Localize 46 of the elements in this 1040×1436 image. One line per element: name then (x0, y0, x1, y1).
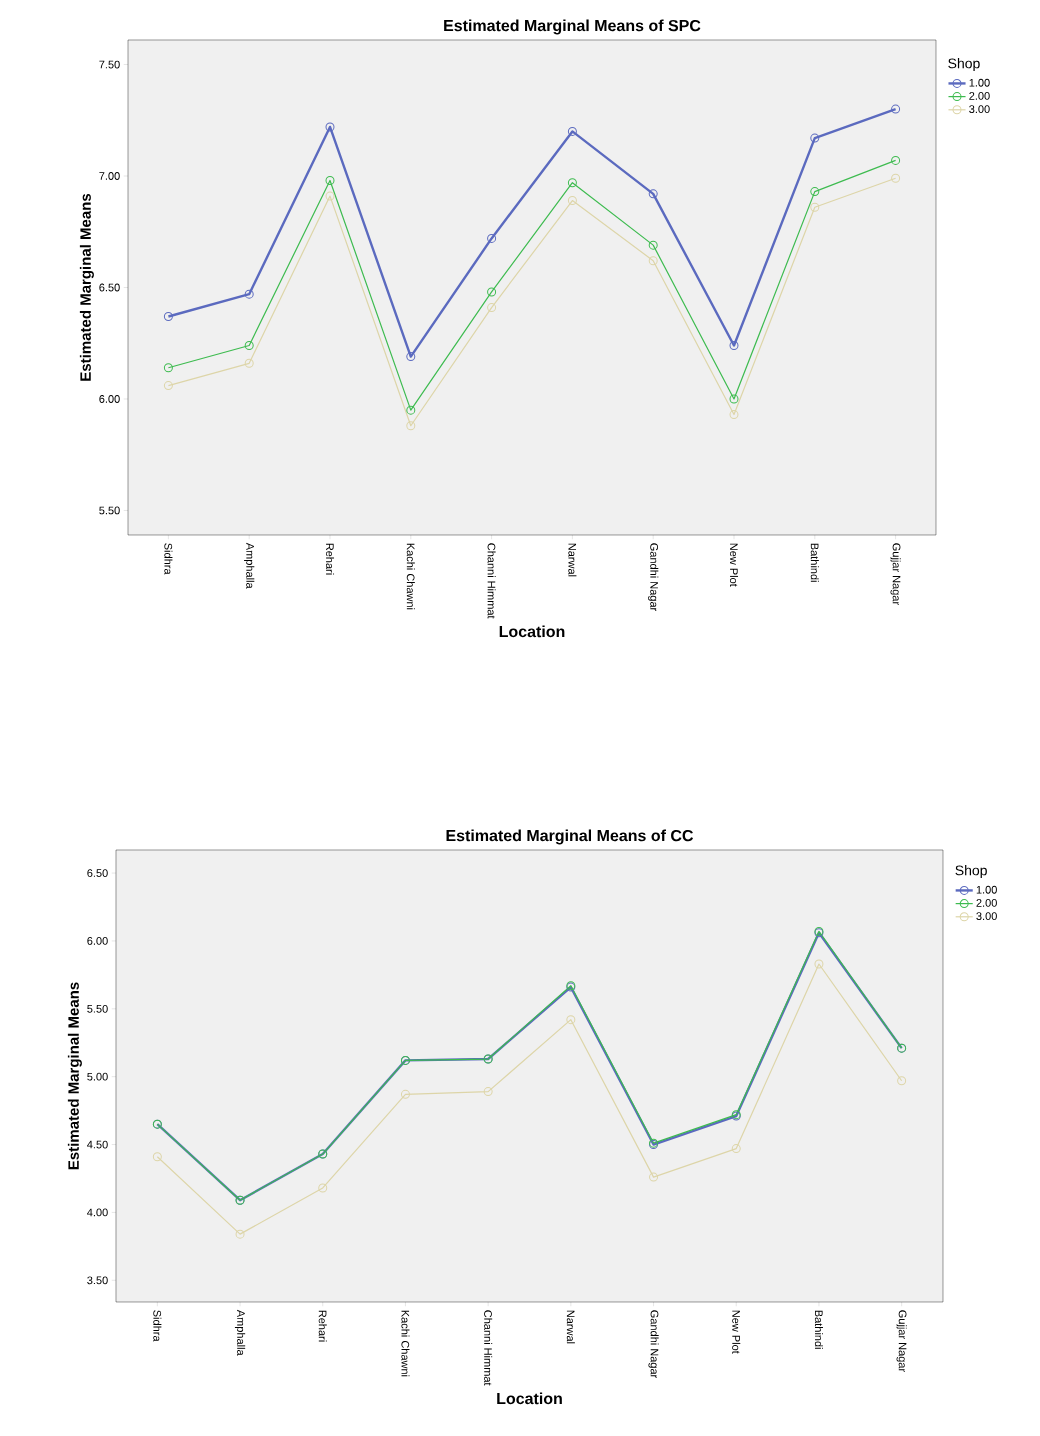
legend-label: 1.00 (976, 885, 997, 894)
y-tick-label: 6.00 (87, 937, 108, 945)
x-tick-label: New Plot (732, 1310, 741, 1354)
legend-label: 2.00 (969, 92, 990, 100)
x-tick-label: Rehari (325, 543, 335, 575)
x-tick-label: Gujjar Nagar (890, 543, 901, 605)
y-tick-label: 5.00 (87, 1072, 108, 1081)
x-tick-label: Rehari (318, 1310, 327, 1342)
x-tick-label: Kachi Chawni (401, 1310, 410, 1377)
x-tick-label: Gujjar Nagar (896, 1310, 907, 1372)
x-tick-label: Sidhra (164, 543, 173, 575)
x-tick-label: Gandhi Nagar (648, 1310, 659, 1379)
x-tick-label: Channi Himmat (484, 1310, 493, 1386)
x-tick-label: Amphalla (234, 1309, 246, 1356)
y-tick-label: 3.50 (87, 1276, 108, 1285)
x-tick-label: Bathindi (814, 1310, 823, 1349)
y-axis-title: Estimated Marginal Means (67, 982, 82, 1170)
y-tick-label: 6.50 (99, 283, 120, 292)
chart-title: Estimated Marginal Means of SPC (444, 19, 701, 35)
x-tick-label: Kachi Chawni (406, 543, 415, 610)
legend-title: Shop (948, 58, 980, 72)
y-tick-label: 7.00 (99, 172, 120, 180)
legend-label: 1.00 (969, 78, 990, 87)
y-tick-label: 4.00 (87, 1208, 108, 1217)
y-tick-label: 5.50 (99, 506, 120, 515)
x-tick-label: Bathindi (810, 543, 819, 582)
x-tick-label: Sidhra (153, 1310, 162, 1342)
x-tick-label: Amphalla (244, 542, 255, 589)
x-tick-label: Gandhi Nagar (648, 543, 659, 612)
x-tick-label: New Plot (729, 543, 739, 587)
x-axis-title: Location (499, 625, 565, 638)
legend-label: 3.00 (969, 105, 990, 113)
chart-title: Estimated Marginal Means of CC (446, 829, 694, 845)
y-tick-label: 6.50 (87, 869, 108, 877)
legend-title: Shop (955, 865, 987, 879)
y-tick-label: 5.50 (87, 1004, 108, 1013)
y-tick-label: 7.50 (99, 60, 120, 69)
y-tick-label: 6.00 (99, 395, 120, 403)
x-tick-label: Narwal (568, 543, 577, 577)
legend-label: 2.00 (976, 899, 997, 907)
x-tick-label: Narwal (566, 1310, 575, 1344)
y-tick-label: 4.50 (87, 1140, 108, 1149)
y-axis-title: Estimated Marginal Means (79, 193, 94, 381)
x-axis-title: Location (497, 1392, 562, 1405)
legend-label: 3.00 (976, 912, 997, 920)
x-tick-label: Channi Himmat (487, 543, 496, 619)
